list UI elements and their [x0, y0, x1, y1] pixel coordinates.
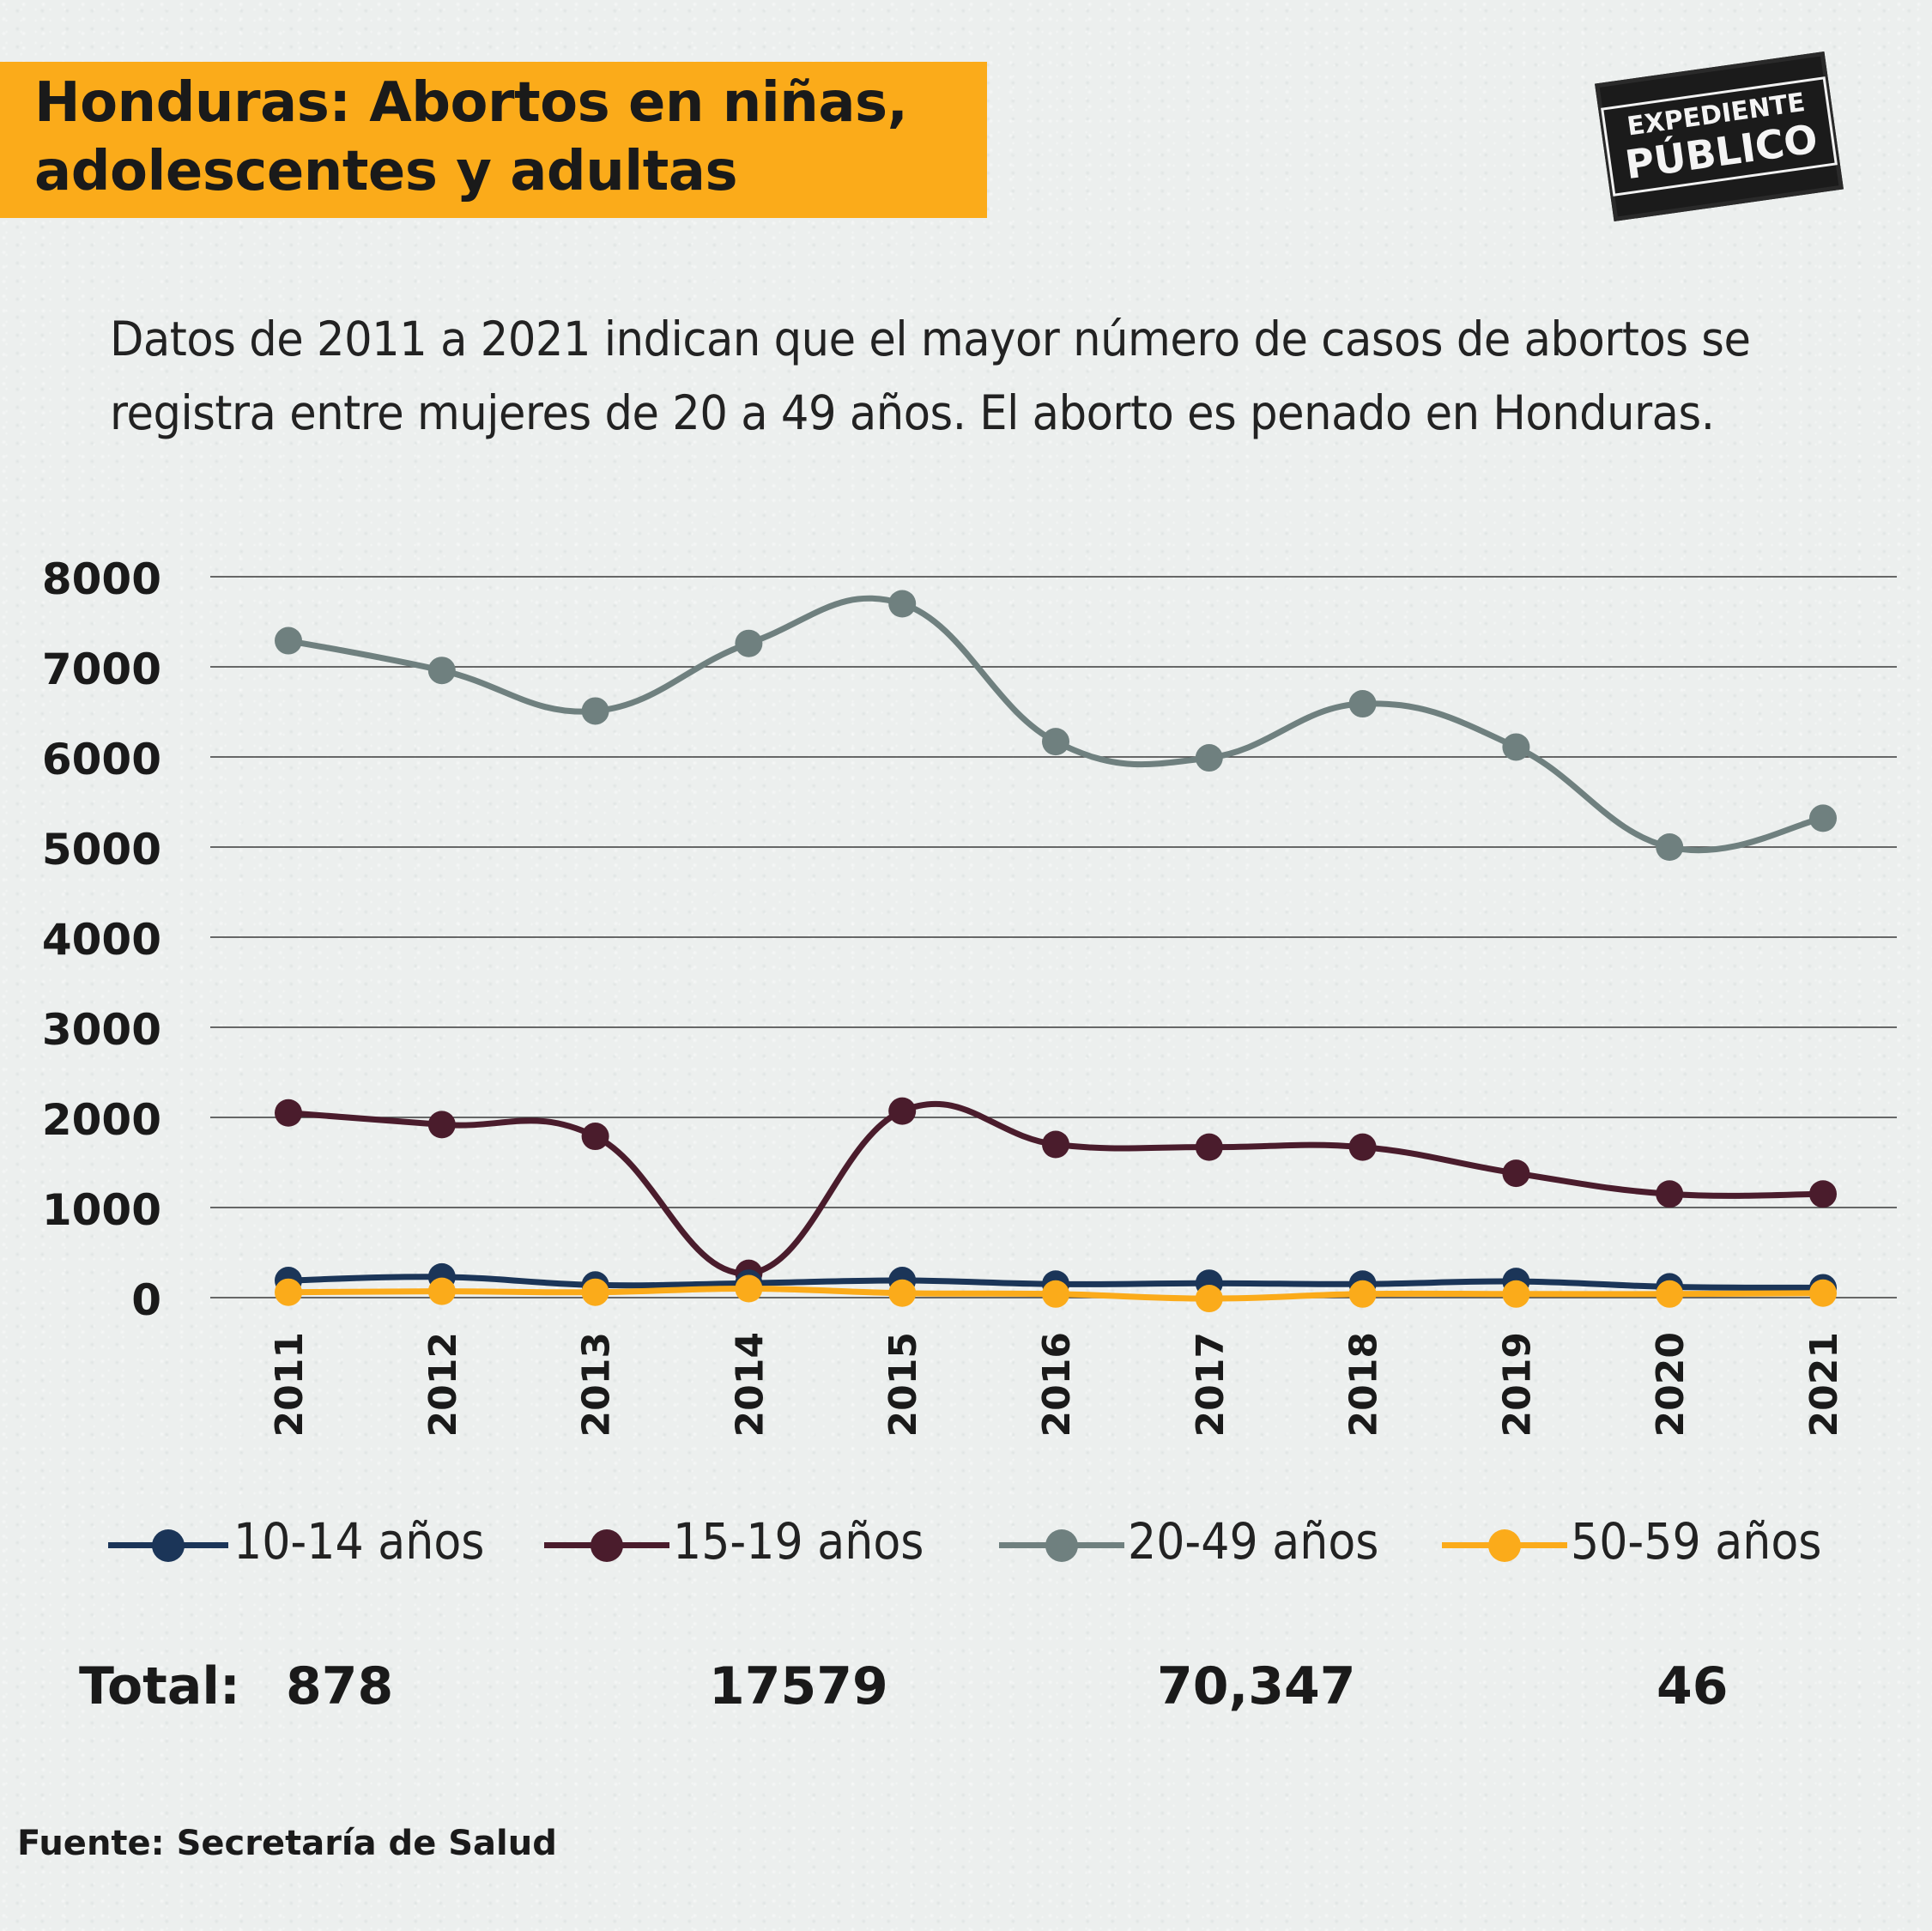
legend: 10-14 años 15-19 años 20-49 años 50-59 a… [0, 1510, 1932, 1579]
legend-swatch-dot [1488, 1529, 1521, 1562]
data-point [1042, 1280, 1069, 1308]
y-tick-label: 1000 [42, 1185, 161, 1235]
data-point [275, 1278, 302, 1306]
total-20-49: 70,347 [1157, 1656, 1356, 1716]
legend-label: 20-49 años [1128, 1512, 1379, 1571]
series-line [285, 595, 1826, 854]
data-point [1195, 744, 1223, 772]
data-point [1809, 1180, 1837, 1208]
y-tick-label: 2000 [42, 1095, 161, 1145]
x-tick-label: 2020 [1649, 1332, 1693, 1437]
totals-label: Total: [79, 1656, 240, 1716]
data-point [1348, 1280, 1377, 1308]
data-point [1348, 1133, 1377, 1161]
data-point [1656, 1280, 1684, 1308]
total-10-14: 878 [286, 1656, 394, 1716]
data-point [1195, 1285, 1223, 1313]
data-point [1656, 1180, 1684, 1208]
data-point [1502, 1159, 1530, 1188]
title-banner: Honduras: Abortos en niñas, adolescentes… [0, 62, 987, 218]
x-tick-label: 2013 [575, 1332, 619, 1437]
x-tick-label: 2016 [1035, 1332, 1079, 1437]
data-point [888, 1097, 917, 1125]
data-point [1809, 804, 1837, 832]
data-point [1656, 833, 1684, 861]
y-axis-ticks: 0 1000 2000 3000 4000 5000 6000 7000 8000 [42, 554, 161, 1325]
x-tick-label: 2015 [881, 1332, 925, 1437]
data-point [888, 590, 917, 618]
x-tick-label: 2012 [421, 1332, 465, 1437]
data-point [1502, 733, 1530, 761]
y-tick-label: 0 [131, 1275, 161, 1325]
gridlines [210, 576, 1897, 1298]
data-point [581, 1123, 609, 1151]
y-tick-label: 3000 [42, 1005, 161, 1055]
x-tick-label: 2021 [1802, 1332, 1846, 1437]
x-tick-label: 2018 [1342, 1332, 1386, 1437]
x-tick-label: 2014 [728, 1332, 772, 1437]
y-tick-label: 8000 [42, 554, 161, 604]
data-point [581, 1278, 609, 1306]
total-15-19: 17579 [709, 1656, 888, 1716]
legend-swatch-dot [1045, 1529, 1078, 1562]
y-tick-label: 6000 [42, 735, 161, 784]
series-line [285, 1100, 1826, 1277]
x-axis-ticks: 2011 2012 2013 2014 2015 2016 2017 2018 2019 2020… [268, 1332, 1846, 1437]
data-point [735, 629, 763, 657]
legend-swatch-dot [152, 1529, 185, 1562]
data-point [1348, 690, 1377, 718]
data-point [427, 1111, 456, 1139]
chart-subtitle: Datos de 2011 a 2021 indican que el mayo… [110, 312, 1751, 440]
y-tick-label: 4000 [42, 915, 161, 965]
series-50-59-años [275, 1274, 1837, 1313]
totals-row: Total: 878 17579 70,347 46 [0, 1656, 1932, 1734]
title-line-1: Honduras: Abortos en niñas, [34, 71, 908, 135]
data-point [427, 1277, 456, 1305]
source-note: Fuente: Secretaría de Salud [17, 1824, 557, 1863]
x-tick-label: 2019 [1495, 1332, 1539, 1437]
data-point [427, 657, 456, 685]
data-point [1042, 728, 1069, 756]
x-tick-label: 2017 [1189, 1332, 1232, 1437]
series-20-49-años [275, 590, 1837, 861]
data-point [888, 1279, 917, 1307]
data-point [1042, 1130, 1069, 1159]
data-point [1195, 1133, 1223, 1161]
data-point [1502, 1280, 1530, 1308]
series-15-19-años [275, 1097, 1837, 1287]
data-point [275, 1099, 302, 1127]
data-point [581, 697, 609, 725]
legend-label: 50-59 años [1571, 1512, 1822, 1571]
y-tick-label: 5000 [42, 825, 161, 875]
data-point [1809, 1279, 1837, 1307]
total-50-59: 46 [1656, 1656, 1729, 1716]
series-lines [275, 590, 1837, 1313]
data-point [275, 627, 302, 655]
legend-label: 15-19 años [673, 1512, 924, 1571]
title-line-2: adolescentes y adultas [34, 140, 738, 203]
y-tick-label: 7000 [42, 645, 161, 694]
legend-label: 10-14 años [233, 1512, 485, 1571]
data-point [735, 1274, 763, 1303]
legend-swatch-dot [591, 1529, 623, 1562]
x-tick-label: 2011 [268, 1332, 312, 1437]
